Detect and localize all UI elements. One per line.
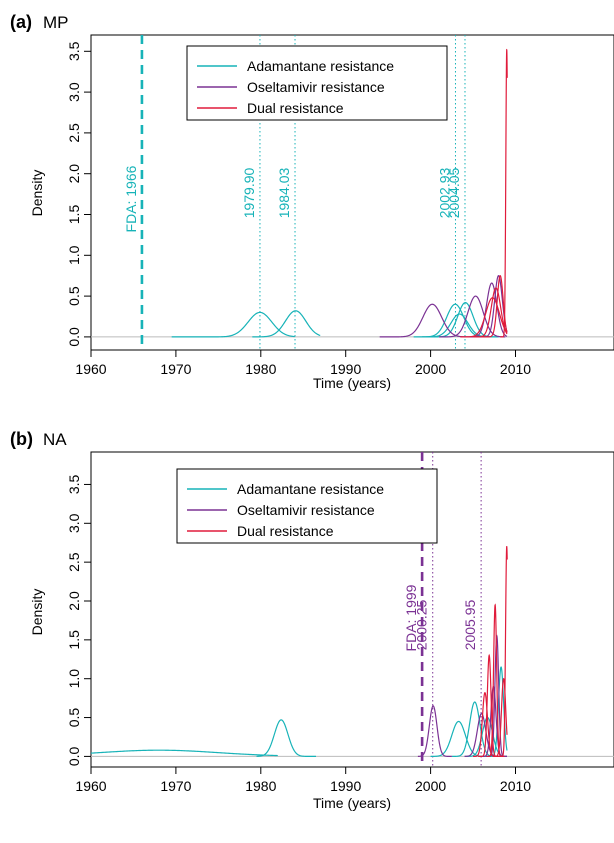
panel-b: (b) NA 1960 1970 1980 1990 2000 2010 0.0 0.5 1.… (10, 429, 614, 811)
y-tick-label: 3.0 (66, 82, 82, 102)
x-tick-label: 1970 (160, 361, 191, 377)
y-tick-label: 3.5 (66, 41, 82, 61)
density-curve (256, 719, 316, 757)
reference-line-label: 2002.93 (436, 167, 452, 218)
y-tick-label: 2.0 (66, 164, 82, 184)
x-axis-ticks: 1960 1970 1980 1990 2000 2010 (75, 350, 531, 377)
x-tick-label: 2000 (415, 361, 446, 377)
density-curve (90, 749, 278, 757)
y-tick-label: 1.5 (66, 205, 82, 225)
density-curve (473, 287, 508, 338)
y-axis-label: Density (29, 589, 45, 636)
legend-label-dual: Dual resistance (247, 100, 344, 116)
panel-a: (a) MP 1960 1970 1980 1990 2000 2010 0.0 0.5 1.… (10, 12, 614, 391)
density-curve (171, 311, 295, 338)
panel-title: NA (43, 430, 67, 449)
y-tick-label: 1.0 (66, 245, 82, 265)
x-tick-label: 2010 (500, 361, 531, 377)
legend: Adamantane resistance Oseltamivir resist… (186, 45, 448, 121)
y-tick-label: 0.0 (66, 327, 82, 347)
legend-label-adamantane: Adamantane resistance (237, 481, 384, 497)
density-curve (379, 303, 465, 338)
x-axis-label: Time (years) (313, 795, 391, 811)
reference-line-label: 2004.05 (446, 167, 462, 218)
x-tick-label: 1980 (245, 778, 276, 794)
density-curves (171, 48, 508, 338)
density-curve (252, 310, 321, 338)
y-axis-ticks: 0.0 0.5 1.0 1.5 2.0 2.5 3.0 3.5 (66, 475, 91, 766)
density-curve (500, 48, 508, 338)
plot-frame (90, 451, 614, 768)
legend-label-adamantane: Adamantane resistance (247, 58, 394, 74)
y-tick-label: 0.0 (66, 746, 82, 766)
y-tick-label: 2.5 (66, 552, 82, 572)
x-tick-label: 1960 (75, 778, 106, 794)
panel-letter: a (16, 12, 27, 32)
panel-letter: b (16, 429, 27, 449)
panel-label: (a) (10, 12, 32, 32)
x-tick-label: 1960 (75, 361, 106, 377)
panel-title: MP (43, 13, 69, 32)
y-axis-ticks: 0.0 0.5 1.0 1.5 2.0 2.5 3.0 3.5 (66, 41, 91, 347)
density-curve (500, 545, 508, 757)
density-curve (478, 653, 502, 757)
density-curve (417, 705, 452, 757)
y-tick-label: 3.5 (66, 475, 82, 495)
x-tick-label: 2010 (500, 778, 531, 794)
y-tick-label: 2.0 (66, 591, 82, 611)
density-curves (90, 545, 508, 757)
y-tick-label: 1.0 (66, 669, 82, 689)
y-axis-label: Density (29, 170, 45, 217)
x-tick-label: 1980 (245, 361, 276, 377)
x-tick-label: 1990 (330, 361, 361, 377)
y-tick-label: 0.5 (66, 708, 82, 728)
reference-line-label: 1979.90 (241, 167, 257, 218)
x-axis-label: Time (years) (313, 375, 391, 391)
y-tick-label: 1.5 (66, 630, 82, 650)
reference-line-label: 1984.03 (276, 167, 292, 218)
fda-approval-label: FDA: 1966 (123, 165, 139, 232)
x-axis-ticks: 1960 1970 1980 1990 2000 2010 (75, 767, 531, 794)
plot-frame (90, 34, 614, 351)
x-tick-label: 1970 (160, 778, 191, 794)
legend-label-dual: Dual resistance (237, 523, 334, 539)
y-tick-label: 0.5 (66, 286, 82, 306)
legend-label-oseltamivir: Oseltamivir resistance (237, 502, 375, 518)
density-curve (481, 275, 508, 338)
density-curve (460, 297, 508, 338)
x-tick-label: 1990 (330, 778, 361, 794)
reference-line-label: 2005.95 (462, 599, 478, 650)
y-tick-label: 2.5 (66, 123, 82, 143)
density-curve (422, 313, 499, 338)
panel-label: (b) (10, 429, 33, 449)
legend-label-oseltamivir: Oseltamivir resistance (247, 79, 385, 95)
fda-approval-label: FDA: 1999 (403, 584, 419, 651)
density-curve (439, 295, 506, 338)
x-tick-label: 2000 (415, 778, 446, 794)
legend: Adamantane resistance Oseltamivir resist… (176, 468, 438, 544)
y-tick-label: 3.0 (66, 513, 82, 533)
reference-line-label: 2000.25 (414, 599, 430, 650)
